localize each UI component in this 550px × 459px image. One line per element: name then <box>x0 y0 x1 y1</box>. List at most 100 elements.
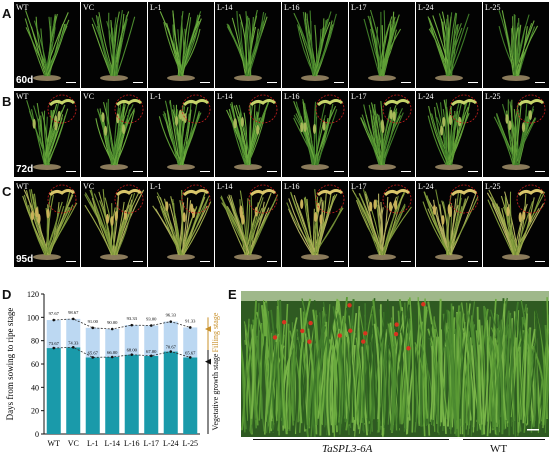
rice-leaf <box>346 331 357 437</box>
rice-plant-image <box>498 10 539 81</box>
vegetative-bar <box>85 357 100 434</box>
plant-photo-tile: L-17 <box>349 2 415 88</box>
scale-bar <box>468 261 478 262</box>
rice-plant-image <box>363 9 402 81</box>
line-label: WT <box>16 182 29 191</box>
plant-photo-tile: L-24 <box>416 181 482 267</box>
rice-plant-image <box>293 94 345 170</box>
rice-plant-image <box>427 94 479 170</box>
vegetative-value-label: 74.33 <box>68 340 79 345</box>
filling-bar <box>124 325 139 355</box>
rice-plant-image <box>159 10 202 81</box>
x-tick-label: VC <box>68 439 79 448</box>
vegetative-bar <box>124 354 139 434</box>
scale-bar <box>66 261 76 262</box>
trend-marker <box>91 356 95 359</box>
scale-bar <box>334 261 344 262</box>
transgenic-bracket-line <box>253 439 449 440</box>
rice-leaf <box>376 326 387 425</box>
x-tick-label: L-25 <box>182 439 198 448</box>
line-label: VC <box>83 3 95 12</box>
trend-marker <box>149 324 153 327</box>
scale-bar <box>66 82 76 83</box>
line-label: L-1 <box>150 3 162 12</box>
rice-plant-image <box>493 94 546 170</box>
panel-c-strip: WT 95d VC L-1 L-14 L-16 L-17 L-24 L-25 <box>14 181 549 267</box>
trend-marker <box>169 320 173 323</box>
rice-leaf <box>417 297 421 425</box>
scale-bar <box>133 261 143 262</box>
rice-leaf <box>478 319 486 435</box>
vegetative-bar <box>46 348 61 434</box>
rice-plant-image <box>286 184 345 260</box>
rice-plant-image <box>22 184 78 260</box>
x-tick-label: L-24 <box>163 439 179 448</box>
scale-bar <box>133 171 143 172</box>
plant-photo-tile: L-24 <box>416 91 482 177</box>
scale-bar <box>200 261 210 262</box>
panel-a-strip: WT 60d VC L-1 L-14 L-16 L-17 L-24 L-25 <box>14 2 549 88</box>
rice-leaf <box>447 322 452 434</box>
rice-leaf <box>522 313 528 424</box>
rice-plant-image <box>84 184 145 260</box>
rice-leaf <box>448 311 457 433</box>
rice-leaf <box>292 326 296 421</box>
line-label: L-1 <box>150 92 162 101</box>
rice-leaf <box>312 309 322 436</box>
x-tick-label: L-1 <box>87 439 99 448</box>
line-label: WT <box>16 3 29 12</box>
plant-photo-tile: L-25 <box>483 181 549 267</box>
total-value-label: 91.33 <box>185 318 196 323</box>
vegetative-bar <box>183 357 198 434</box>
plant-photo-tile: L-17 <box>349 181 415 267</box>
rice-leaf <box>367 325 373 422</box>
red-tag-marker <box>308 320 313 326</box>
rice-leaf <box>296 339 308 430</box>
rice-leaf <box>419 324 430 426</box>
rice-leaf <box>401 307 411 421</box>
scale-bar <box>468 82 478 83</box>
plant-photo-tile: L-1 <box>148 91 214 177</box>
line-label: L-25 <box>485 182 501 191</box>
plant-photo-tile: L-14 <box>215 91 281 177</box>
total-value-label: 97.67 <box>49 311 60 316</box>
trend-marker <box>188 326 192 329</box>
red-tag-marker <box>361 339 366 344</box>
rice-plant-image <box>422 184 479 260</box>
vegetative-value-label: 73.67 <box>49 341 60 346</box>
rice-leaf <box>314 319 319 425</box>
rice-plant-image <box>26 94 77 170</box>
rice-leaf <box>494 335 507 431</box>
panel-letter-a: A <box>2 6 12 21</box>
scale-bar <box>200 171 210 172</box>
panel-letter-c: C <box>2 184 12 199</box>
y-tick-label: 0 <box>35 430 39 439</box>
vegetative-value-label: 67.00 <box>146 349 157 354</box>
rice-plant-image <box>351 184 412 260</box>
red-tag-marker <box>347 303 352 308</box>
x-tick-label: L-14 <box>104 439 120 448</box>
rice-plant-image <box>360 94 412 170</box>
rice-leaf <box>508 301 519 436</box>
scale-bar <box>535 261 545 262</box>
rice-leaf <box>408 297 414 433</box>
rice-leaf <box>330 324 340 426</box>
rice-leaf <box>544 351 549 433</box>
vegetative-arrow-icon <box>205 358 211 365</box>
rice-leaf <box>423 298 428 419</box>
rice-leaf <box>373 323 381 420</box>
rice-leaf <box>537 331 549 433</box>
rice-leaf <box>250 329 255 419</box>
rice-leaf <box>419 324 426 427</box>
scale-bar <box>66 171 76 172</box>
plant-photo-tile: L-25 <box>483 91 549 177</box>
scale-bar <box>401 171 411 172</box>
plant-photo-tile: VC <box>81 91 147 177</box>
line-label: L-17 <box>351 3 367 12</box>
rice-leaf <box>510 315 517 437</box>
total-value-label: 91.00 <box>88 319 99 324</box>
scale-bar <box>468 171 478 172</box>
rice-plant-image <box>95 94 144 170</box>
filling-bar <box>85 327 100 358</box>
rice-leaf <box>524 328 532 425</box>
